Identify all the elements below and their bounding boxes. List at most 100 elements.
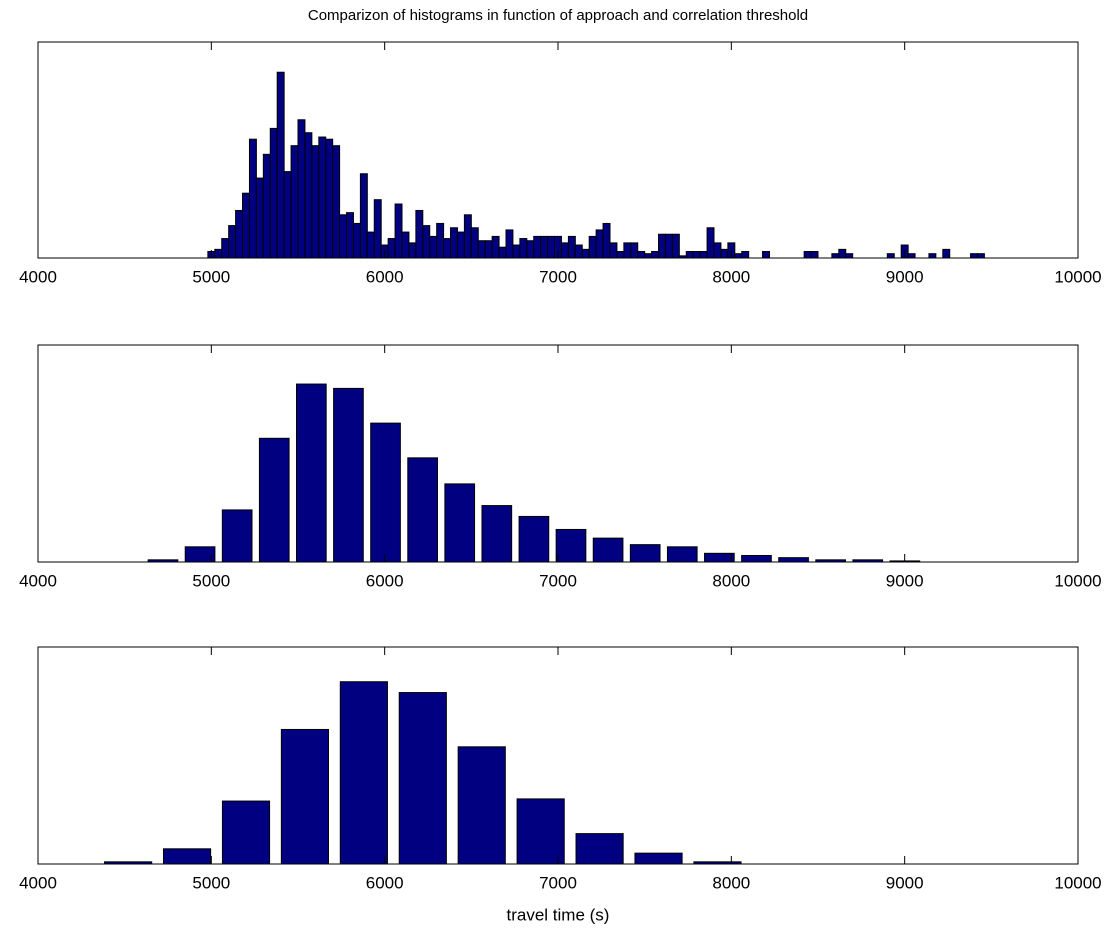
bar <box>560 242 569 259</box>
bar <box>692 251 701 259</box>
bar <box>516 798 565 865</box>
bar <box>602 222 611 259</box>
bar <box>436 222 445 259</box>
bar <box>401 231 410 259</box>
bar <box>429 235 438 259</box>
bar <box>415 209 424 259</box>
bar <box>450 227 458 259</box>
x-tick-label: 7000 <box>539 571 577 590</box>
bar <box>574 244 583 259</box>
bar <box>685 251 694 259</box>
bar <box>366 231 375 259</box>
bar <box>276 71 285 259</box>
bar <box>533 235 542 259</box>
bar <box>519 238 528 259</box>
bar <box>629 544 661 563</box>
bar <box>741 554 772 563</box>
bar <box>609 242 618 259</box>
bar <box>491 235 500 259</box>
bar <box>304 132 313 259</box>
bar <box>477 240 486 259</box>
bar <box>339 681 388 865</box>
bar <box>387 238 396 259</box>
bar <box>359 173 368 259</box>
bar <box>325 138 334 259</box>
bar <box>228 225 237 259</box>
bar <box>269 127 278 259</box>
bar <box>928 253 937 259</box>
x-tick-label: 4000 <box>19 571 57 590</box>
bar <box>666 546 698 563</box>
bar <box>221 800 271 865</box>
bar <box>810 251 819 259</box>
bar <box>778 557 809 563</box>
bar <box>555 528 587 563</box>
bar <box>221 509 253 563</box>
bar <box>706 227 715 259</box>
bar <box>456 231 465 259</box>
bar <box>162 848 212 865</box>
x-tick-label: 9000 <box>886 267 924 286</box>
x-tick-label: 10000 <box>1054 873 1101 892</box>
bar <box>339 214 348 259</box>
bar <box>235 209 244 259</box>
bar <box>547 235 556 259</box>
bar <box>398 692 447 865</box>
x-tick-label: 8000 <box>712 571 750 590</box>
x-tick-label: 4000 <box>19 267 57 286</box>
bar <box>838 248 847 259</box>
bar <box>803 251 812 259</box>
bar <box>184 546 216 563</box>
bar <box>526 240 535 259</box>
bar <box>720 248 729 259</box>
bar <box>540 235 549 259</box>
bar <box>575 833 624 865</box>
x-tick-label: 6000 <box>366 571 404 590</box>
bar <box>518 515 550 563</box>
bar <box>592 537 624 563</box>
bar <box>976 253 985 259</box>
bar <box>616 251 625 259</box>
x-tick-label: 5000 <box>192 267 230 286</box>
bar <box>346 212 354 259</box>
x-tick-label: 7000 <box>539 873 577 892</box>
x-tick-label: 9000 <box>886 571 924 590</box>
bar <box>581 248 590 259</box>
bar <box>332 145 341 259</box>
x-tick-label: 8000 <box>712 267 750 286</box>
x-axis-label: travel time (s) <box>507 905 610 924</box>
bar <box>290 145 299 259</box>
bar <box>296 383 327 563</box>
bar <box>352 222 361 259</box>
bar <box>505 229 514 259</box>
x-tick-label: 8000 <box>712 873 750 892</box>
bar <box>394 203 403 259</box>
x-tick-label: 5000 <box>192 571 230 590</box>
bar <box>588 235 597 259</box>
bar <box>283 171 292 259</box>
bar <box>907 253 916 259</box>
x-tick-label: 10000 <box>1054 571 1101 590</box>
bar <box>443 238 452 259</box>
bar <box>762 251 770 259</box>
bar <box>734 253 743 259</box>
x-tick-label: 10000 <box>1054 267 1101 286</box>
bar <box>422 225 431 259</box>
bar <box>444 483 476 563</box>
x-tick-label: 6000 <box>366 267 404 286</box>
bar <box>242 192 250 259</box>
x-tick-label: 4000 <box>19 873 57 892</box>
bar <box>671 233 680 259</box>
bar <box>311 145 320 259</box>
bar <box>297 119 306 259</box>
bar <box>262 153 271 259</box>
bar <box>498 246 507 259</box>
bar <box>333 387 364 563</box>
bar <box>741 251 750 259</box>
bar <box>484 240 493 259</box>
x-tick-label: 6000 <box>366 873 404 892</box>
bar <box>408 242 417 259</box>
bar <box>886 253 895 259</box>
bar <box>370 422 401 563</box>
